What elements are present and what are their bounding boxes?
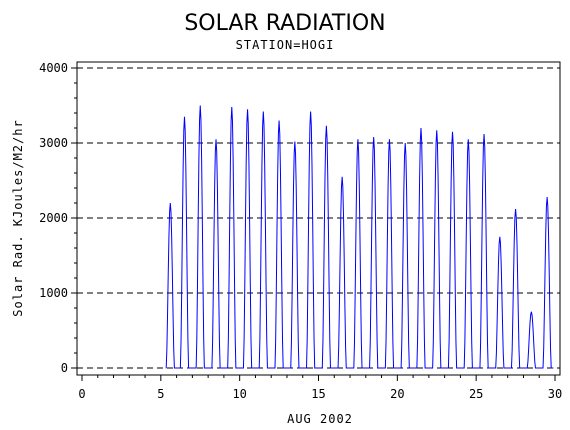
y-tick-label: 1000 bbox=[39, 286, 68, 300]
x-axis-label: AUG 2002 bbox=[287, 412, 353, 426]
y-tick-label: 2000 bbox=[39, 211, 68, 225]
x-tick-label: 0 bbox=[78, 387, 85, 401]
y-tick-label: 3000 bbox=[39, 136, 68, 150]
x-tick-label: 15 bbox=[311, 387, 325, 401]
x-tick-label: 10 bbox=[232, 387, 246, 401]
y-tick-label: 4000 bbox=[39, 61, 68, 75]
x-tick-label: 5 bbox=[157, 387, 164, 401]
x-axis-ticks: 0 5 10 15 20 25 30 bbox=[78, 375, 562, 401]
y-axis-ticks: 0 1000 2000 3000 4000 bbox=[39, 61, 77, 375]
chart-title: SOLAR RADIATION bbox=[184, 11, 385, 36]
x-tick-label: 30 bbox=[548, 387, 562, 401]
x-tick-label: 25 bbox=[469, 387, 483, 401]
y-tick-label: 0 bbox=[61, 361, 68, 375]
chart-subtitle: STATION=HOGI bbox=[236, 38, 335, 52]
x-tick-label: 20 bbox=[390, 387, 404, 401]
y-axis-label: Solar Rad. KJoules/M2/hr bbox=[11, 119, 25, 316]
series-line bbox=[165, 105, 554, 369]
plot-frame bbox=[76, 61, 561, 376]
